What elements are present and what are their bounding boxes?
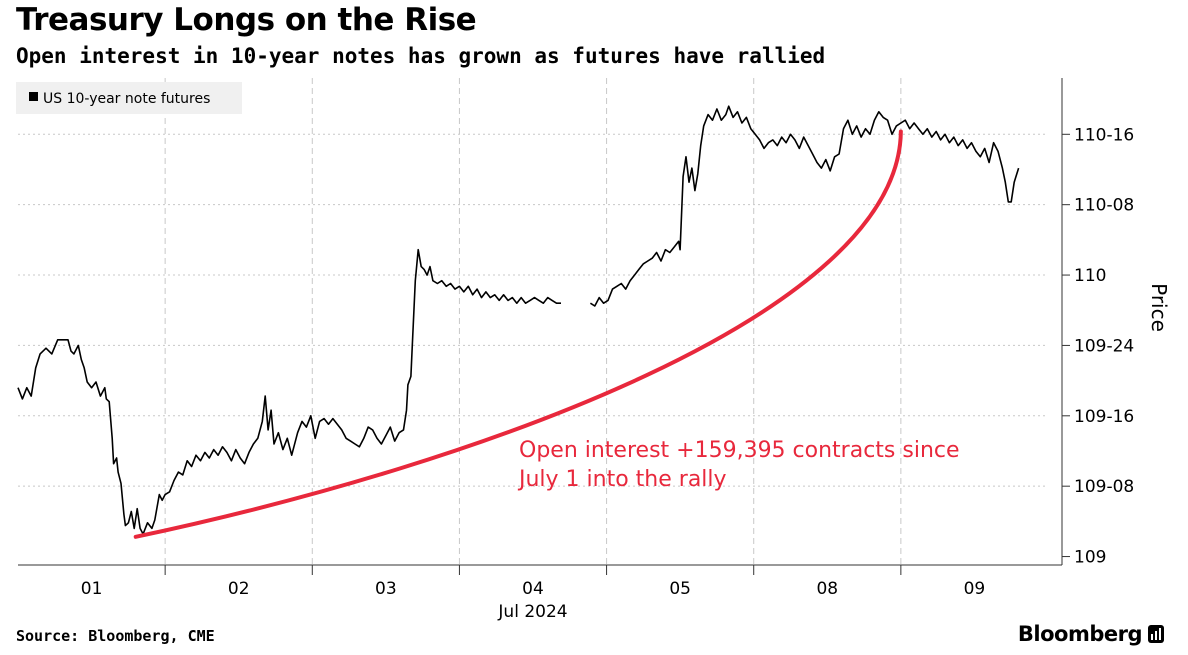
brand-name: Bloomberg bbox=[1017, 622, 1143, 646]
x-tick-label-0: 01 bbox=[81, 579, 103, 599]
y-tick-label-4: 110 bbox=[1074, 266, 1106, 286]
axes bbox=[18, 78, 1063, 575]
source-note: Source: Bloomberg, CME bbox=[16, 627, 215, 645]
open-interest-annotation: Open interest +159,395 contracts since Ju… bbox=[133, 129, 960, 539]
vertical-gridlines bbox=[164, 78, 902, 565]
x-tick-label-3: 04 bbox=[522, 579, 544, 599]
y-axis-labels: 109 109-08 109-16 109-24 110 110-08 110-16 bbox=[1062, 125, 1134, 568]
legend-swatch bbox=[29, 92, 38, 101]
y-tick-label-3: 109-24 bbox=[1074, 336, 1134, 356]
x-tick-label-4: 05 bbox=[669, 579, 691, 599]
brand-logo: Bloomberg bbox=[1018, 622, 1164, 646]
open-interest-curve bbox=[133, 129, 903, 539]
x-axis-labels: 01 02 03 04 05 08 09 Jul 2024 bbox=[81, 579, 985, 622]
y-tick-label-6: 110-16 bbox=[1074, 125, 1134, 145]
chart-subtitle: Open interest in 10-year notes has grown… bbox=[16, 44, 826, 68]
horizontal-gridlines bbox=[18, 133, 1048, 487]
y-tick-label-2: 109-16 bbox=[1074, 407, 1134, 427]
x-tick-label-5: 08 bbox=[816, 579, 838, 599]
x-axis-month-label: Jul 2024 bbox=[497, 602, 567, 622]
annotation-text-line-1: July 1 into the rally bbox=[517, 467, 727, 492]
bloomberg-terminal-icon bbox=[1148, 625, 1164, 643]
y-tick-label-5: 110-08 bbox=[1074, 196, 1134, 216]
price-series bbox=[17, 105, 1020, 535]
y-tick-label-1: 109-08 bbox=[1074, 477, 1134, 497]
x-tick-label-2: 03 bbox=[375, 579, 397, 599]
legend: US 10-year note futures bbox=[16, 82, 242, 114]
y-axis-title: Price bbox=[1147, 283, 1171, 332]
series-line-segment-0 bbox=[17, 248, 561, 535]
x-tick-label-1: 02 bbox=[228, 579, 250, 599]
y-tick-label-0: 109 bbox=[1074, 548, 1106, 568]
legend-box bbox=[16, 82, 242, 114]
series-line-segment-1 bbox=[589, 105, 1020, 307]
x-tick-label-6: 09 bbox=[964, 579, 986, 599]
annotation-text-line-0: Open interest +159,395 contracts since bbox=[519, 438, 960, 463]
legend-label: US 10-year note futures bbox=[43, 91, 210, 107]
chart-title: Treasury Longs on the Rise bbox=[16, 2, 477, 38]
